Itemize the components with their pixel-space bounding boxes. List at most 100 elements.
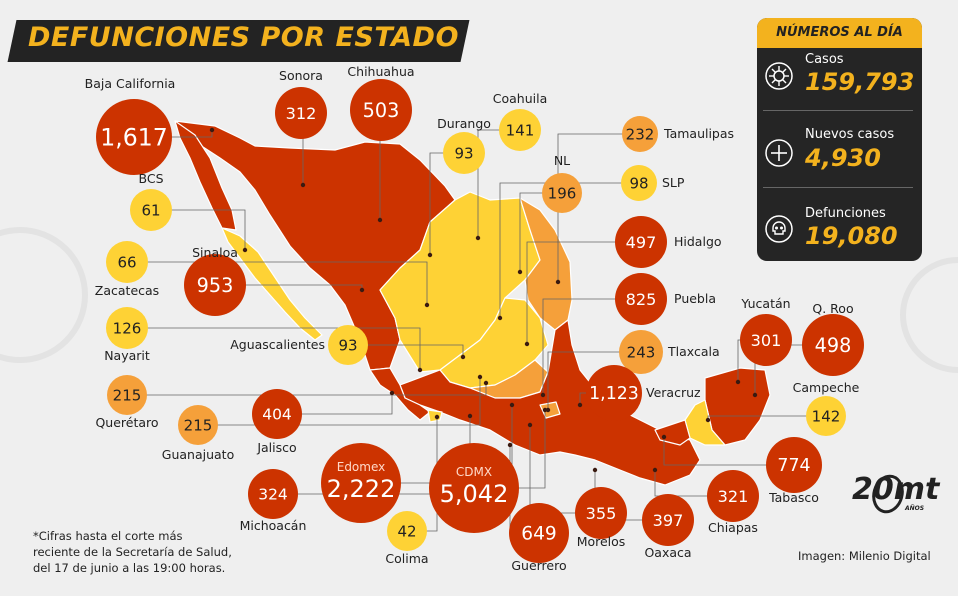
state-value-queretaro: 215 (113, 386, 142, 404)
state-bubble-tamaulipas (622, 116, 658, 152)
state-dot-baja-california (209, 127, 215, 133)
state-value-jalisco: 404 (262, 406, 292, 424)
state-value-chihuahua: 503 (363, 99, 400, 122)
state-dot-q-roo (752, 392, 758, 398)
state-bubble-colima (387, 511, 427, 551)
state-bubble-baja-california (96, 99, 172, 175)
state-dot-edomex (509, 402, 515, 408)
state-value-chiapas: 321 (718, 487, 749, 506)
logo: 20mt (852, 472, 940, 507)
state-dot-guanajuato (477, 374, 483, 380)
state-name-oaxaca: Oaxaca (644, 545, 691, 560)
stats-panel (757, 18, 922, 261)
state-dot-zacatecas (424, 302, 430, 308)
stat-value-defunciones: 19,080 (805, 222, 898, 250)
state-name-nl: NL (554, 153, 570, 168)
state-dot-chihuahua (377, 217, 383, 223)
leader-line-queretaro (127, 383, 487, 396)
state-bubble-michoacan (248, 469, 298, 519)
region-baja-california-sur (221, 227, 323, 341)
state-dot-tamaulipas (555, 279, 561, 285)
state-bubble-durango (443, 132, 485, 174)
state-name-tamaulipas: Tamaulipas (663, 126, 734, 141)
state-value-sinaloa: 953 (197, 274, 234, 297)
leader-line-tabasco (663, 437, 794, 466)
state-dot-nl (517, 269, 523, 275)
state-dot-durango (427, 252, 433, 258)
skull-icon (765, 215, 793, 243)
state-name-morelos: Morelos (577, 534, 626, 549)
state-value-oaxaca: 397 (653, 511, 684, 530)
state-name-cdmx: CDMX (456, 465, 492, 479)
state-bubble-nl (542, 173, 582, 213)
state-value-baja-california: 1,617 (100, 123, 167, 151)
state-dot-nayarit (417, 367, 423, 373)
state-name-tabasco: Tabasco (768, 490, 819, 505)
state-value-zacatecas: 66 (117, 253, 136, 271)
state-value-q-roo: 498 (815, 334, 852, 357)
leader-line-tlaxcala (547, 351, 641, 410)
state-bubble-edomex (321, 443, 401, 523)
leader-line-hidalgo (526, 241, 641, 344)
state-bubble-nayarit (106, 307, 148, 349)
state-dot-colima (434, 414, 440, 420)
state-value-tamaulipas: 232 (626, 125, 655, 143)
state-value-aguascalientes: 93 (338, 336, 357, 354)
state-bubble-slp (621, 165, 657, 201)
state-bubble-yucatan (740, 314, 792, 366)
panel-divider (763, 187, 913, 188)
state-value-tlaxcala: 243 (627, 343, 656, 361)
state-name-bcs: BCS (138, 171, 163, 186)
state-bubble-morelos (575, 487, 627, 539)
state-name-nayarit: Nayarit (104, 348, 150, 363)
map-regions (174, 120, 771, 486)
state-dot-slp (497, 315, 503, 321)
region-baja-north-tail (174, 120, 237, 231)
state-name-tlaxcala: Tlaxcala (667, 344, 720, 359)
logo-subtitle: AÑOS (905, 505, 925, 512)
state-bubble-q-roo (802, 314, 864, 376)
state-dot-cdmx (542, 407, 548, 413)
state-bubble-hidalgo (615, 216, 667, 268)
state-name-queretaro: Querétaro (95, 415, 158, 430)
state-bubble-zacatecas (106, 241, 148, 283)
state-bubble-bcs (130, 189, 172, 231)
state-dot-aguascalientes (460, 354, 466, 360)
state-dot-sonora (300, 182, 306, 188)
state-dot-michoacan (467, 413, 473, 419)
region-south-dark (399, 319, 701, 486)
state-bubble-aguascalientes (328, 325, 368, 365)
state-name-colima: Colima (385, 551, 428, 566)
leader-line-bcs (151, 209, 246, 250)
background-virus-decoration (0, 227, 958, 373)
state-bubble-sonora (275, 87, 327, 139)
state-marker-dots (209, 127, 758, 473)
state-name-jalisco: Jalisco (256, 440, 296, 455)
state-value-guanajuato: 215 (184, 416, 213, 434)
state-value-cdmx: 5,042 (440, 480, 509, 508)
state-dot-puebla (540, 392, 546, 398)
state-value-campeche: 142 (812, 407, 841, 425)
state-value-slp: 98 (629, 174, 648, 192)
stat-value-nuevos-casos: 4,930 (805, 144, 881, 172)
image-credit: Imagen: Milenio Digital (798, 549, 931, 563)
virus-icon (765, 62, 793, 90)
state-bubble-campeche (806, 396, 846, 436)
state-name-guanajuato: Guanajuato (162, 447, 234, 462)
state-value-yucatan: 301 (751, 331, 782, 350)
state-value-colima: 42 (397, 522, 416, 540)
state-dot-tabasco (661, 434, 667, 440)
state-value-sonora: 312 (286, 104, 317, 123)
state-dot-bcs (242, 247, 248, 253)
state-value-bcs: 61 (141, 201, 160, 219)
leader-line-tamaulipas (557, 133, 640, 282)
state-name-coahuila: Coahuila (493, 91, 548, 106)
state-bubble-jalisco (252, 389, 302, 439)
state-name-chihuahua: Chihuahua (347, 64, 414, 79)
state-bubble-oaxaca (642, 494, 694, 546)
state-bubbles: 1,617 Baja California 312 Sonora 503 Chihuahu… (85, 64, 864, 573)
state-dot-hidalgo (524, 341, 530, 347)
stats-panel-header (757, 18, 922, 48)
